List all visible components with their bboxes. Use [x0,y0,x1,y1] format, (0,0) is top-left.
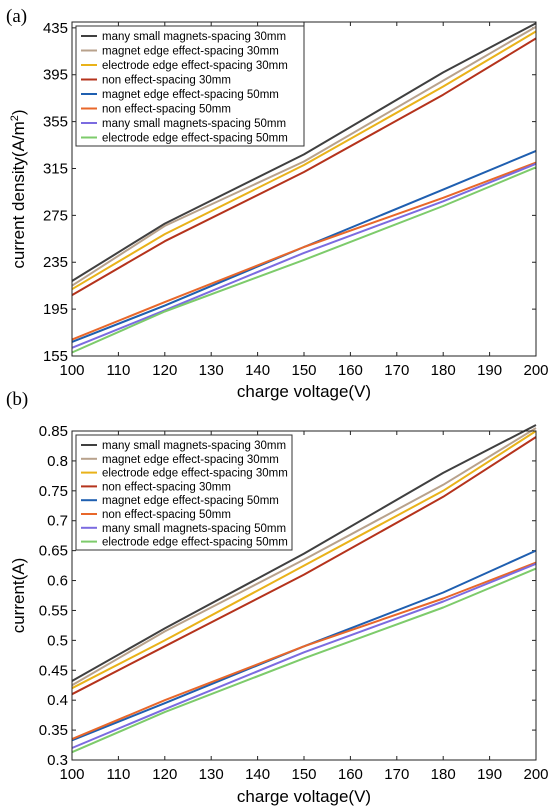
plot-area-border [71,430,537,761]
y-tick-label: 0.7 [47,513,68,530]
y-tick-label: 355 [43,114,68,131]
series-line-8 [71,166,537,354]
y-tick-label: 0.85 [39,423,68,440]
series-line-1 [71,22,537,282]
x-tick-label: 180 [431,362,456,379]
chart-panel-1: 100 110 120 130 140 150 160 170 180 190 200 155 195 2… [6,6,549,401]
y-tick-label: 0.4 [47,692,68,709]
series-line-7 [71,562,537,749]
series-line-1 [71,424,537,682]
x-tick-label: 150 [291,766,316,783]
legend-label: electrode edge effect-spacing 50mm [102,133,288,145]
legend-label: many small magnets-spacing 30mm [102,440,286,452]
y-tick-label: 0.35 [39,722,68,739]
series-line-7 [71,162,537,349]
legend-label: non effect-spacing 50mm [102,104,231,116]
legend-label: many small magnets-spacing 50mm [102,118,286,130]
y-axis-title-main: current(A) [9,558,28,634]
series-line-4 [71,436,537,696]
series-line-2 [71,25,537,287]
panel-label: (b) [6,389,28,410]
legend-label: magnet edge effect-spacing 50mm [102,495,279,507]
x-tick-label: 120 [152,766,177,783]
x-tick-label: 140 [245,362,270,379]
legend-label: electrode edge effect-spacing 30mm [102,468,288,480]
x-tick-label: 200 [523,766,548,783]
legend-label: non effect-spacing 30mm [102,481,231,493]
x-tick-label: 140 [245,766,270,783]
y-tick-label: 0.75 [39,483,68,500]
series-line-2 [71,427,537,687]
legend-box [75,434,293,551]
y-tick-label: 0.65 [39,543,68,560]
legend-label: many small magnets-spacing 50mm [102,523,286,535]
x-tick-label: 130 [199,766,224,783]
x-tick-label: 150 [291,362,316,379]
panel-label: (a) [6,6,27,27]
x-tick-label: 200 [523,362,548,379]
y-tick-label: 155 [43,348,68,365]
x-tick-label: 120 [152,362,177,379]
x-tick-label: 130 [199,362,224,379]
legend-label: many small magnets-spacing 30mm [102,31,286,43]
plot-area-border [71,21,537,357]
legend-label: non effect-spacing 30mm [102,75,231,87]
chart-panel-2: 100 110 120 130 140 150 160 170 180 190 200 0.3 0.35… [6,389,549,806]
x-tick-label: 160 [338,362,363,379]
legend: many small magnets-spacing 30mm magnet ed… [75,25,305,147]
x-tick-label: 110 [106,362,130,379]
x-tick-label: 100 [59,362,84,379]
legend-label: magnet edge effect-spacing 30mm [102,454,279,466]
legend-label: electrode edge effect-spacing 50mm [102,537,288,549]
y-tick-label: 0.55 [39,602,68,619]
y-axis-title-sup: 2 [9,115,21,121]
series-line-3 [71,430,537,690]
x-tick-label: 190 [477,766,502,783]
y-tick-label: 235 [43,254,68,271]
y-tick-label: 0.8 [47,453,68,470]
x-tick-label: 180 [431,766,456,783]
series-line-3 [71,30,537,291]
y-axis-title-main: current density(A/m [9,121,28,268]
x-tick-label: 110 [106,766,130,783]
y-tick-label: 275 [43,207,68,224]
x-tick-label: 160 [338,766,363,783]
series-line-4 [71,37,537,296]
y-axis-title: current(A) [9,558,28,634]
y-axis-title: current density(A/m2) [9,109,28,268]
x-tick-label: 170 [384,766,409,783]
x-axis-title: charge voltage(V) [237,382,371,401]
series-line-8 [71,567,537,754]
y-tick-label: 0.3 [47,752,68,769]
y-tick-label: 0.5 [47,632,68,649]
legend-label: non effect-spacing 50mm [102,509,231,521]
y-axis-title-end: ) [9,109,28,115]
legend-label: magnet edge effect-spacing 50mm [102,89,279,101]
y-tick-label: 435 [43,20,68,37]
series-line-6 [71,161,537,341]
y-tick-label: 395 [43,67,68,84]
x-tick-label: 100 [59,766,84,783]
legend-box [75,25,305,147]
legend-label: magnet edge effect-spacing 30mm [102,46,279,58]
y-tick-label: 315 [43,160,68,177]
x-tick-label: 190 [477,362,502,379]
y-tick-label: 0.6 [47,573,68,590]
series-line-6 [71,561,537,741]
y-tick-label: 0.45 [39,662,68,679]
x-axis-title: charge voltage(V) [237,787,371,806]
y-tick-label: 195 [43,301,68,318]
x-tick-label: 170 [384,362,409,379]
legend-label: electrode edge effect-spacing 30mm [102,60,288,72]
legend: many small magnets-spacing 30mm magnet ed… [75,434,293,551]
